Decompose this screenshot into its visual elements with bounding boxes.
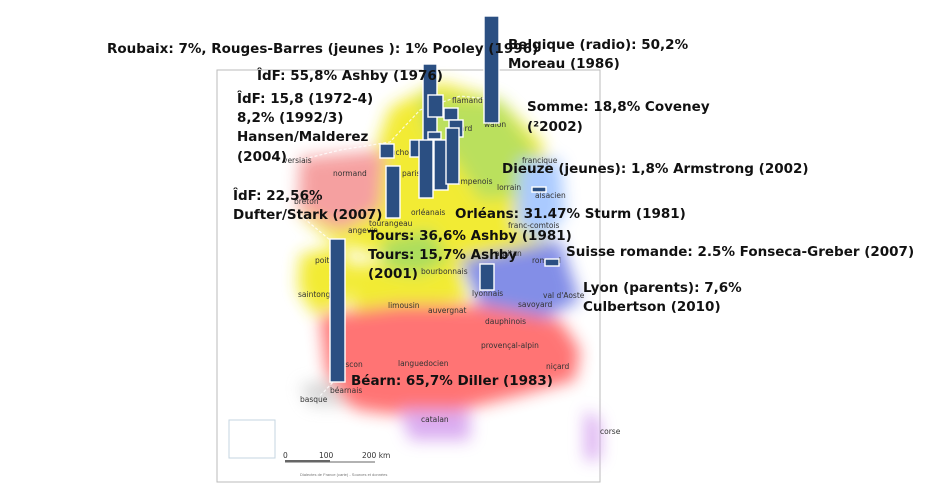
source-caption: Dialectes de France (carte) - Sources et… <box>300 472 387 477</box>
region-name: orléanais <box>411 208 445 217</box>
label-roubaix: Roubaix: 7%, Rouges-Barres (jeunes ): 1%… <box>107 41 539 57</box>
inset-box <box>228 419 276 459</box>
region-name: francique <box>522 156 558 165</box>
region-name: limousin <box>388 301 420 310</box>
region-name: champenois <box>447 177 493 186</box>
label-idf-ashby-1976: ÎdF: 55,8% Ashby (1976) <box>257 68 443 84</box>
region-name: tourangeau <box>369 219 413 228</box>
label-tours-2001-year: (2001) <box>368 266 418 282</box>
region-name: parisien <box>402 169 432 178</box>
region-name: cauchois <box>382 148 415 157</box>
label-idf-1992: 8,2% (1992/3) <box>237 110 344 126</box>
label-hansen-malderez: Hansen/Malderez <box>237 129 369 145</box>
label-idf-22: ÎdF: 22,56% <box>233 188 323 204</box>
region-name: niçard <box>546 362 570 371</box>
label-dieuze: Dieuze (jeunes): 1,8% Armstrong (2002) <box>502 161 809 177</box>
bar-lyon <box>479 263 495 291</box>
region-name: gascon <box>336 360 363 369</box>
label-culbertson: Culbertson (2010) <box>583 299 721 315</box>
label-hansen-year: (2004) <box>237 149 287 165</box>
region-name: basque <box>300 395 328 404</box>
region-name: angevin <box>348 226 378 235</box>
region-name: auvergnat <box>428 306 466 315</box>
region-name: breton <box>294 197 319 206</box>
bar-idf-1992 <box>443 107 459 121</box>
scale-bar: 0 100 200 km <box>283 451 390 463</box>
region-name: provençal-alpin <box>481 341 539 350</box>
region-name: alsacien <box>535 191 566 200</box>
region-name: val d'Aoste <box>543 291 585 300</box>
bar-belgique <box>483 15 500 124</box>
scale-label: 100 <box>319 451 334 460</box>
label-suisse-romande: Suisse romande: 2.5% Fonseca-Greber (200… <box>566 244 915 260</box>
bar-idf-1972 <box>427 94 444 118</box>
scale-label: 0 <box>283 451 288 460</box>
region-name: languedocien <box>398 359 449 368</box>
region-name: lyonnais <box>472 289 503 298</box>
region-name: franc-comtois <box>508 221 560 230</box>
label-orleans: Orléans: 31.47% Sturm (1981) <box>455 206 686 222</box>
region-name: béarnais <box>330 386 362 395</box>
data-bars <box>329 15 560 383</box>
label-lyon: Lyon (parents): 7,6% <box>583 280 742 296</box>
region-name: normand <box>333 169 367 178</box>
bar-suisse <box>544 258 560 267</box>
bar-tours-2001 <box>385 165 401 219</box>
region-name: flamand <box>452 96 483 105</box>
region-name: lorrain <box>497 183 521 192</box>
label-belgique: Belgique (radio): 50,2% <box>508 37 689 53</box>
region-name: savoyard <box>518 300 553 309</box>
region-name: saintongeais <box>298 290 346 299</box>
label-idf-1972: ÎdF: 15,8 (1972-4) <box>237 91 374 107</box>
bar-tours-1981 <box>379 143 395 159</box>
label-tours-2001: Tours: 15,7% Ashby <box>368 247 518 263</box>
label-somme: Somme: 18,8% Coveney <box>527 99 710 115</box>
bar-dieuze <box>531 186 547 193</box>
bar-hansen <box>445 127 460 185</box>
label-bearn: Béarn: 65,7% Diller (1983) <box>351 373 553 389</box>
label-moreau: Moreau (1986) <box>508 56 620 72</box>
label-coveney-year: (²2002) <box>527 119 583 135</box>
region-name: catalan <box>421 415 449 424</box>
region-name: arpitan <box>495 249 522 258</box>
region-name: versiais <box>283 156 312 165</box>
bar-orleans <box>418 139 434 199</box>
scale-label: 200 km <box>362 451 390 460</box>
region-name: corse <box>600 427 621 436</box>
label-tours-1981: Tours: 36,6% Ashby (1981) <box>368 228 572 244</box>
label-dufter-stark: Dufter/Stark (2007) <box>233 207 383 223</box>
region-name: walon <box>484 120 506 129</box>
region-name: dauphinois <box>485 317 526 326</box>
region-name: bourbonnais <box>421 267 468 276</box>
bar-roubaix <box>427 131 442 140</box>
bar-bearn <box>329 238 346 383</box>
